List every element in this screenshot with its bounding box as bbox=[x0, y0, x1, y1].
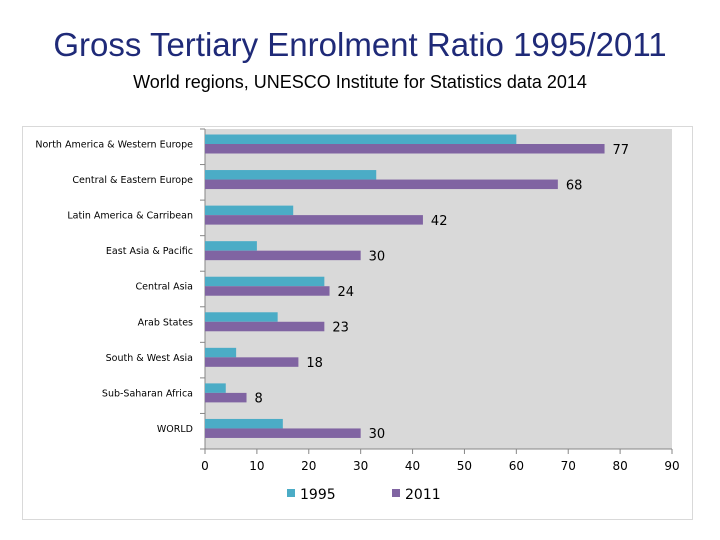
data-label-2011-sub-saharan-africa: 8 bbox=[255, 392, 263, 407]
data-label-2011-central-eastern-europe: 68 bbox=[566, 178, 583, 193]
legend-swatch-2011 bbox=[392, 489, 400, 497]
category-label-east-asia-pacific: East Asia & Pacific bbox=[106, 246, 193, 257]
x-tick-label: 0 bbox=[201, 459, 209, 473]
x-tick-label: 50 bbox=[457, 459, 472, 473]
category-label-north-america-western-europe: North America & Western Europe bbox=[35, 140, 193, 151]
bar-1995-sub-saharan-africa bbox=[205, 383, 226, 393]
category-label-latin-america-carribean: Latin America & Carribean bbox=[67, 211, 193, 222]
x-tick-label: 20 bbox=[301, 459, 316, 473]
x-tick-label: 60 bbox=[509, 459, 524, 473]
x-tick-label: 10 bbox=[249, 459, 264, 473]
legend-label-1995: 1995 bbox=[300, 487, 336, 503]
category-label-south-west-asia: South & West Asia bbox=[106, 353, 193, 364]
legend-swatch-1995 bbox=[287, 489, 295, 497]
bar-1995-central-asia bbox=[205, 276, 325, 287]
x-tick-label: 70 bbox=[561, 459, 576, 473]
legend-label-2011: 2011 bbox=[405, 487, 441, 503]
chart-subtitle: World regions, UNESCO Institute for Stat… bbox=[133, 72, 587, 92]
bar-2011-sub-saharan-africa bbox=[205, 392, 247, 403]
x-tick-label: 80 bbox=[612, 459, 627, 473]
category-label-central-asia: Central Asia bbox=[135, 282, 193, 293]
bar-1995-south-west-asia bbox=[205, 347, 237, 358]
labels: North America & Western Europe 77 Central … bbox=[35, 140, 629, 443]
data-label-2011-east-asia-pacific: 30 bbox=[369, 249, 386, 264]
category-label-arab-states: Arab States bbox=[138, 317, 193, 328]
category-label-world: WORLD bbox=[157, 424, 193, 435]
data-label-2011-arab-states: 23 bbox=[332, 321, 349, 336]
bar-2011-central-eastern-europe bbox=[205, 179, 558, 190]
bar-2011-world bbox=[205, 428, 361, 438]
bar-2011-north-america-western-europe bbox=[205, 144, 605, 154]
x-tick-label: 90 bbox=[664, 459, 679, 473]
bar-2011-arab-states bbox=[205, 321, 325, 332]
data-label-2011-world: 30 bbox=[369, 427, 386, 442]
bar-1995-arab-states bbox=[205, 312, 278, 322]
bar-2011-central-asia bbox=[205, 286, 330, 296]
data-label-2011-north-america-western-europe: 77 bbox=[613, 143, 630, 158]
bars bbox=[205, 134, 605, 438]
bar-2011-east-asia-pacific bbox=[205, 250, 361, 261]
bar-1995-latin-america-carribean bbox=[205, 205, 294, 216]
data-label-2011-south-west-asia: 18 bbox=[306, 356, 323, 371]
bar-1995-world bbox=[205, 418, 283, 429]
x-tick-label: 40 bbox=[405, 459, 420, 473]
category-label-sub-saharan-africa: Sub-Saharan Africa bbox=[102, 388, 193, 399]
data-label-2011-latin-america-carribean: 42 bbox=[431, 214, 448, 229]
category-label-central-eastern-europe: Central & Eastern Europe bbox=[72, 175, 193, 186]
bar-2011-latin-america-carribean bbox=[205, 215, 423, 225]
data-label-2011-central-asia: 24 bbox=[338, 285, 355, 300]
bar-1995-central-eastern-europe bbox=[205, 170, 377, 180]
legend: 1995 2011 bbox=[287, 487, 441, 503]
x-tick-label: 30 bbox=[353, 459, 368, 473]
bar-1995-north-america-western-europe bbox=[205, 134, 517, 144]
chart-title: Gross Tertiary Enrolment Ratio 1995/2011 bbox=[53, 26, 667, 63]
bar-2011-south-west-asia bbox=[205, 357, 299, 367]
bar-1995-east-asia-pacific bbox=[205, 241, 257, 251]
